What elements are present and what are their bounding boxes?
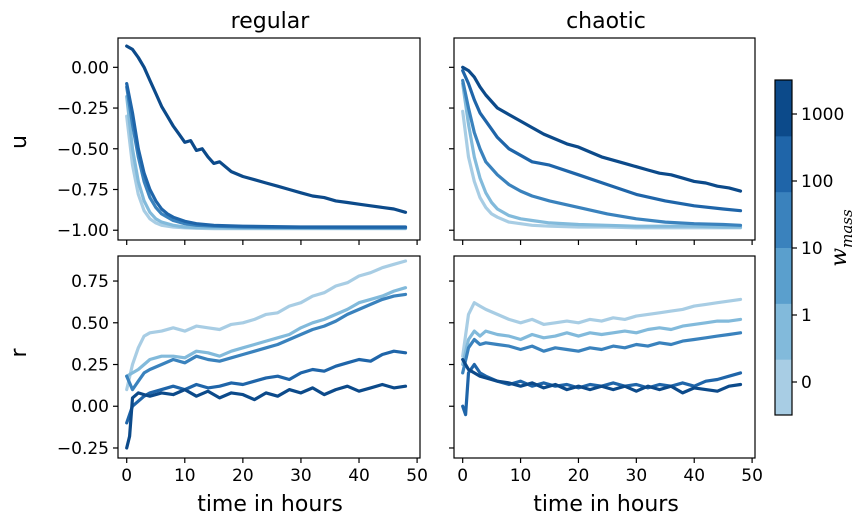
series-line-3-2: [461, 331, 743, 375]
colorbar-tick-label: 100: [801, 172, 833, 192]
x-tick-label: 40: [348, 466, 370, 486]
colorbar-label-main: w: [827, 248, 852, 267]
x-tick-label: 50: [741, 466, 763, 486]
y-axis-label-u: u: [7, 135, 32, 149]
series-line-1-2: [461, 78, 743, 227]
series-line-3-3: [461, 362, 743, 417]
x-tick-label: 0: [457, 466, 468, 486]
y-tick-label: −1.00: [57, 221, 109, 241]
series-line-2-3: [125, 349, 408, 425]
series-line-2-1: [125, 286, 408, 378]
colorbar-label-subscript: mass: [838, 209, 856, 248]
x-tick-label: 40: [683, 466, 705, 486]
series-line-0-0: [125, 114, 408, 231]
x-tick-label: 30: [290, 466, 312, 486]
y-tick-label: −0.25: [57, 439, 109, 459]
x-tick-label: 20: [568, 466, 590, 486]
x-tick-label: 50: [406, 466, 428, 486]
series-line-3-0: [461, 297, 743, 358]
x-tick-label: 0: [121, 466, 132, 486]
colorbar-segment-5: [775, 80, 792, 137]
svg-text:wmass: wmass: [827, 209, 856, 267]
panel-frame: [453, 255, 756, 459]
series-line-3-1: [461, 317, 743, 367]
panel-1: [449, 37, 756, 245]
x-tick-label: 30: [626, 466, 648, 486]
colorbar-tick-label: 10: [801, 239, 823, 259]
panel-3: 0 10 20 30 40 50: [449, 255, 763, 486]
series-line-1-4: [461, 65, 743, 193]
y-tick-label: −0.75: [57, 181, 109, 201]
series-line-2-0: [125, 259, 408, 392]
colorbar-tick-label: 0: [801, 373, 812, 393]
colorbar: 0 1 10 100 1000: [774, 79, 844, 416]
column-title-regular: regular: [231, 9, 311, 34]
colorbar-segment-3: [775, 191, 792, 248]
y-tick-label: −0.25: [57, 99, 109, 119]
series-line-1-0: [461, 109, 743, 230]
column-title-chaotic: chaotic: [566, 9, 646, 34]
colorbar-segment-2: [775, 247, 792, 304]
y-axis-label-r: r: [7, 348, 32, 358]
series-line-0-2: [125, 85, 408, 230]
series-line-0-4: [125, 44, 408, 214]
series-line-1-1: [461, 81, 743, 229]
colorbar-tick-label: 1: [801, 306, 812, 326]
colorbar-tick-label: 1000: [801, 105, 844, 125]
panel-frame: [117, 255, 421, 459]
series-line-2-2: [125, 292, 408, 392]
y-tick-label: 0.00: [71, 58, 109, 78]
x-tick-label: 10: [174, 466, 196, 486]
series-line-3-4: [461, 357, 743, 395]
panel-2: 0.75 0.50 0.25 0.00 −0.25 0 10 20 30 40 50: [57, 255, 428, 486]
x-tick-label: 10: [510, 466, 532, 486]
colorbar-segment-1: [775, 303, 792, 360]
x-axis-label-left: time in hours: [197, 492, 343, 517]
colorbar-label: wmass: [827, 209, 856, 267]
y-tick-label: 0.50: [71, 314, 109, 334]
y-tick-label: −0.50: [57, 140, 109, 160]
y-tick-label: 0.75: [71, 272, 109, 292]
colorbar-segment-4: [775, 135, 792, 193]
colorbar-segment-0: [775, 359, 792, 416]
x-axis-label-right: time in hours: [533, 492, 679, 517]
y-tick-label: 0.00: [71, 397, 109, 417]
series-line-2-4: [125, 382, 408, 450]
panels-group: 0.00 −0.25 −0.50 −0.75 −1.00 0.75 0.50 0.25 0.00…: [57, 37, 763, 486]
panel-frame: [117, 37, 421, 241]
panel-0: 0.00 −0.25 −0.50 −0.75 −1.00: [57, 37, 421, 245]
series-line-0-3: [125, 81, 408, 229]
y-tick-label: 0.25: [71, 356, 109, 376]
series-line-1-3: [461, 68, 743, 213]
panel-frame: [453, 37, 756, 241]
x-tick-label: 20: [232, 466, 254, 486]
